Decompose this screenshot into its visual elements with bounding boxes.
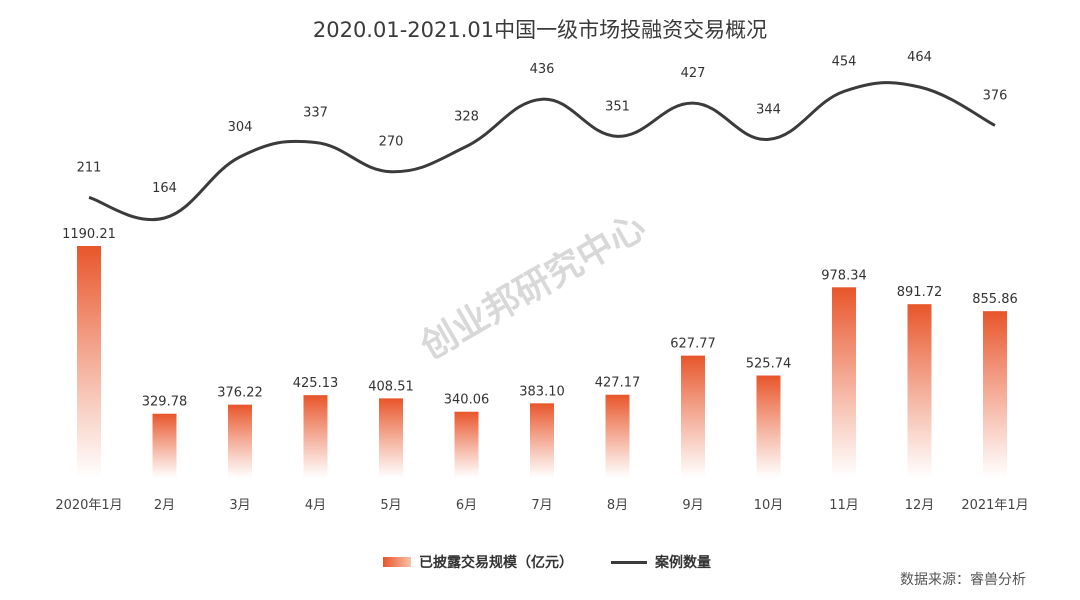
bar-value-label: 855.86 bbox=[972, 292, 1018, 307]
bar-value-label: 329.78 bbox=[142, 395, 188, 410]
bar-value-label: 1190.21 bbox=[62, 227, 116, 242]
legend-item-line: 案例数量 bbox=[611, 552, 711, 572]
data-source-note: 数据来源：睿兽分析 bbox=[900, 572, 1026, 588]
x-tick-label: 12月 bbox=[905, 498, 935, 513]
line-value-labels: 211 164 304 337 270 328 436 351 427 344 454 464 376 bbox=[77, 50, 1008, 196]
line-value-label: 337 bbox=[303, 105, 328, 120]
x-tick-label: 2月 bbox=[154, 498, 175, 513]
line-series-path bbox=[88, 81, 996, 222]
bar-value-labels: 1190.21 329.78 376.22 425.13 408.51 340.06 383… bbox=[62, 227, 1018, 410]
legend-bar-label: 已披露交易规模（亿元） bbox=[419, 555, 573, 571]
line-value-label: 376 bbox=[983, 88, 1008, 103]
line-value-label: 454 bbox=[832, 54, 857, 69]
bar-7 bbox=[605, 394, 630, 478]
line-value-label: 436 bbox=[530, 62, 555, 77]
line-value-label: 270 bbox=[379, 135, 404, 150]
x-tick-label: 2020年1月 bbox=[55, 498, 122, 513]
bar-value-label: 425.13 bbox=[293, 376, 339, 391]
legend-line-label: 案例数量 bbox=[655, 555, 711, 571]
bar-value-label: 891.72 bbox=[897, 285, 943, 300]
bar-10 bbox=[832, 287, 856, 478]
bar-4 bbox=[379, 398, 403, 478]
bar-value-label: 427.17 bbox=[595, 376, 641, 391]
bar-value-label: 376.22 bbox=[217, 386, 263, 401]
x-tick-label: 3月 bbox=[229, 498, 250, 513]
legend: 已披露交易规模（亿元） 案例数量 bbox=[0, 552, 1080, 572]
line-value-label: 211 bbox=[77, 160, 102, 175]
line-value-label: 328 bbox=[454, 109, 479, 124]
bar-11 bbox=[907, 304, 932, 478]
bar-6 bbox=[530, 403, 554, 478]
bar-value-label: 383.10 bbox=[519, 384, 565, 399]
x-tick-label: 8月 bbox=[607, 498, 628, 513]
bar-9 bbox=[756, 375, 781, 478]
bar-8 bbox=[681, 355, 705, 478]
watermark: 创业邦研究中心 bbox=[414, 206, 653, 368]
x-tick-label: 9月 bbox=[682, 498, 703, 513]
bar-value-label: 627.77 bbox=[670, 337, 716, 352]
line-value-label: 427 bbox=[681, 66, 706, 81]
chart-title: 2020.01-2021.01中国一级市场投融资交易概况 bbox=[312, 18, 768, 42]
bar-value-label: 525.74 bbox=[746, 357, 792, 372]
bar-0 bbox=[77, 246, 101, 478]
x-tick-label: 6月 bbox=[456, 498, 477, 513]
x-tick-label: 11月 bbox=[829, 498, 859, 513]
x-tick-label: 5月 bbox=[380, 498, 401, 513]
x-tick-label: 7月 bbox=[531, 498, 552, 513]
line-value-label: 351 bbox=[605, 99, 630, 114]
line-value-label: 344 bbox=[756, 102, 781, 117]
bar-value-label: 340.06 bbox=[444, 393, 490, 408]
bar-2 bbox=[228, 404, 252, 478]
x-axis-labels: 2020年1月 2月 3月 4月 5月 6月 7月 8月 9月 10月 11月 12月 2021年1月 bbox=[55, 498, 1028, 513]
bar-5 bbox=[454, 411, 479, 478]
legend-line-swatch bbox=[611, 560, 647, 564]
line-value-label: 464 bbox=[907, 50, 932, 65]
bar-value-label: 978.34 bbox=[821, 268, 867, 283]
bar-12 bbox=[983, 311, 1007, 478]
x-tick-label: 4月 bbox=[305, 498, 326, 513]
legend-item-bar: 已披露交易规模（亿元） bbox=[383, 552, 573, 572]
x-tick-label: 2021年1月 bbox=[961, 498, 1028, 513]
line-value-label: 304 bbox=[228, 120, 253, 135]
line-value-label: 164 bbox=[152, 181, 177, 196]
x-tick-label: 10月 bbox=[754, 498, 784, 513]
bar-value-label: 408.51 bbox=[368, 379, 414, 394]
legend-bar-swatch bbox=[383, 557, 411, 567]
bar-3 bbox=[303, 395, 328, 478]
bar-1 bbox=[152, 413, 177, 478]
bar-series bbox=[77, 246, 1007, 478]
